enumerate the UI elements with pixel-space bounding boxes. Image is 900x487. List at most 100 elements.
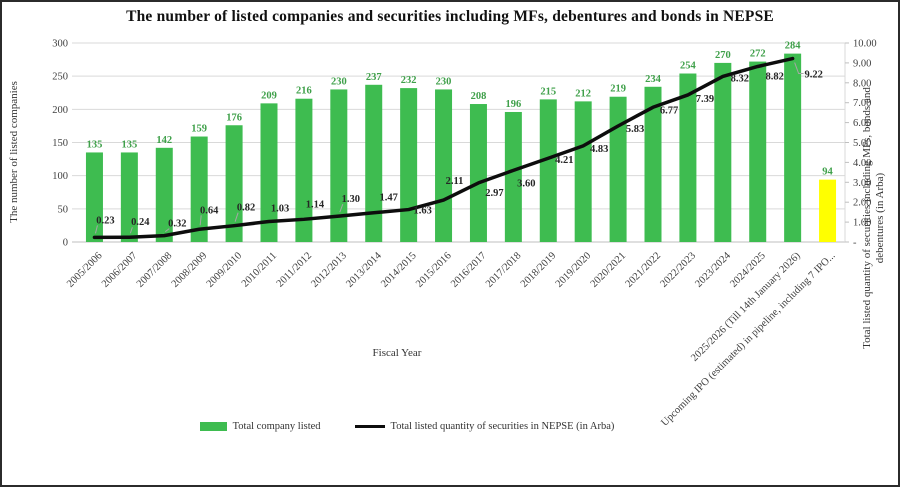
- bar: [504, 111, 522, 242]
- right-axis-tick: 2.00: [853, 198, 871, 209]
- x-tick-label: 2022/2023: [658, 250, 698, 290]
- bar-value-label: 254: [680, 61, 697, 72]
- x-tick-label: 2008/2009: [170, 250, 210, 290]
- bar: [644, 86, 662, 242]
- bar: [365, 84, 383, 242]
- x-tick-label: 2019/2020: [554, 250, 594, 290]
- bar: [435, 89, 453, 242]
- chart-title: The number of listed companies and secur…: [126, 8, 774, 25]
- bar-value-label: 234: [645, 74, 662, 85]
- line-swatch-icon: [354, 424, 385, 429]
- bar-value-label: 212: [575, 88, 591, 99]
- line-value-label: 8.82: [766, 71, 784, 82]
- x-tick-label: 2007/2008: [135, 250, 175, 290]
- left-axis-tick: 200: [52, 105, 68, 116]
- x-tick-label: 2023/2024: [693, 250, 733, 290]
- right-axis-tick: 1.00: [853, 218, 871, 229]
- right-axis-tick: 9.00: [853, 58, 871, 69]
- bar-value-label: 135: [121, 139, 137, 150]
- bar: [609, 96, 627, 242]
- line-value-label: 7.39: [696, 94, 714, 105]
- bar: [469, 104, 487, 242]
- bar: [120, 152, 138, 242]
- bar: [574, 101, 592, 242]
- bar: [260, 103, 278, 242]
- line-value-label: 1.14: [306, 199, 325, 210]
- left-axis-tick: 50: [58, 204, 69, 215]
- bar-value-label: 232: [401, 75, 417, 86]
- x-tick-label: 2015/2016: [414, 250, 454, 290]
- line-value-label: 5.83: [626, 124, 644, 135]
- label-leader-line: [339, 203, 344, 213]
- bar-value-label: 215: [540, 86, 556, 97]
- line-value-label: 4.21: [555, 155, 573, 166]
- right-axis-tick: 7.00: [853, 98, 871, 109]
- line-value-label: 0.64: [200, 205, 219, 216]
- right-axis-tick: 8.00: [853, 78, 871, 89]
- x-tick-label: 2016/2017: [449, 250, 489, 290]
- line-value-label: 1.47: [380, 193, 398, 204]
- right-axis-tick: 6.00: [853, 118, 871, 129]
- bar-value-label: 176: [226, 112, 242, 123]
- right-axis-tick: -: [853, 238, 857, 249]
- bar: [330, 89, 348, 242]
- label-leader-line: [794, 62, 804, 75]
- x-tick-label: 2013/2014: [344, 250, 384, 290]
- line-value-label: 1.63: [413, 206, 431, 217]
- x-tick-label: 2011/2012: [275, 250, 314, 289]
- line-value-label: 2.11: [446, 176, 464, 187]
- x-tick-label: 2014/2015: [379, 250, 419, 290]
- left-axis-title: The number of listed companies: [8, 81, 20, 223]
- left-axis-tick: 150: [52, 138, 68, 149]
- label-leader-line: [199, 215, 202, 226]
- label-leader-line: [129, 227, 133, 234]
- legend-item-companies: Total company listed: [199, 421, 321, 432]
- left-axis-tick: 100: [52, 171, 68, 182]
- x-tick-label: 2018/2019: [519, 250, 559, 290]
- line-value-label: 6.77: [660, 105, 678, 116]
- line-value-label: 4.83: [590, 144, 608, 155]
- line-value-label: 0.82: [237, 203, 255, 214]
- x-tick-label: 2021/2022: [624, 250, 664, 290]
- label-leader-line: [234, 212, 239, 222]
- line-value-label: 0.32: [168, 219, 186, 230]
- x-tick-label: 2009/2010: [205, 250, 245, 290]
- legend-item-securities: Total listed quantity of securities in N…: [354, 421, 615, 432]
- bar: [819, 179, 837, 242]
- bar: [295, 98, 313, 242]
- legend-label: Total company listed: [232, 421, 321, 432]
- right-axis-tick: 5.00: [853, 138, 871, 149]
- left-axis-tick: 300: [52, 39, 68, 50]
- bar-swatch-icon: [199, 422, 227, 431]
- line-value-label: 1.03: [271, 204, 289, 215]
- right-axis-tick: 10.00: [853, 39, 877, 50]
- bar-value-label: 284: [785, 41, 802, 52]
- line-value-label: 0.24: [131, 217, 150, 228]
- bar: [155, 147, 173, 242]
- bar-value-label: 230: [331, 76, 347, 87]
- bar: [784, 53, 802, 242]
- x-axis-title: Fiscal Year: [372, 347, 422, 359]
- bar: [190, 136, 208, 242]
- bar-value-label: 209: [261, 90, 277, 101]
- bar-value-label: 135: [87, 139, 103, 150]
- bar: [714, 62, 732, 243]
- line-value-label: 9.22: [804, 70, 822, 81]
- legend-label: Total listed quantity of securities in N…: [390, 421, 615, 432]
- bar-value-label: 237: [366, 72, 382, 83]
- chart-legend: Total company listed Total listed quanti…: [172, 421, 642, 432]
- bar-value-label: 219: [610, 84, 626, 95]
- bar-value-label: 230: [436, 76, 452, 87]
- bar-value-label: 270: [715, 50, 731, 61]
- x-tick-label: 2020/2021: [589, 250, 629, 290]
- line-value-label: 3.60: [517, 178, 535, 189]
- bar-value-label: 142: [156, 135, 172, 146]
- label-leader-line: [94, 225, 98, 234]
- bar-value-label: 208: [471, 91, 487, 102]
- left-axis-tick: 250: [52, 72, 68, 83]
- bar: [749, 61, 767, 242]
- right-axis-tick: 3.00: [853, 178, 871, 189]
- left-axis-tick: 0: [63, 238, 68, 249]
